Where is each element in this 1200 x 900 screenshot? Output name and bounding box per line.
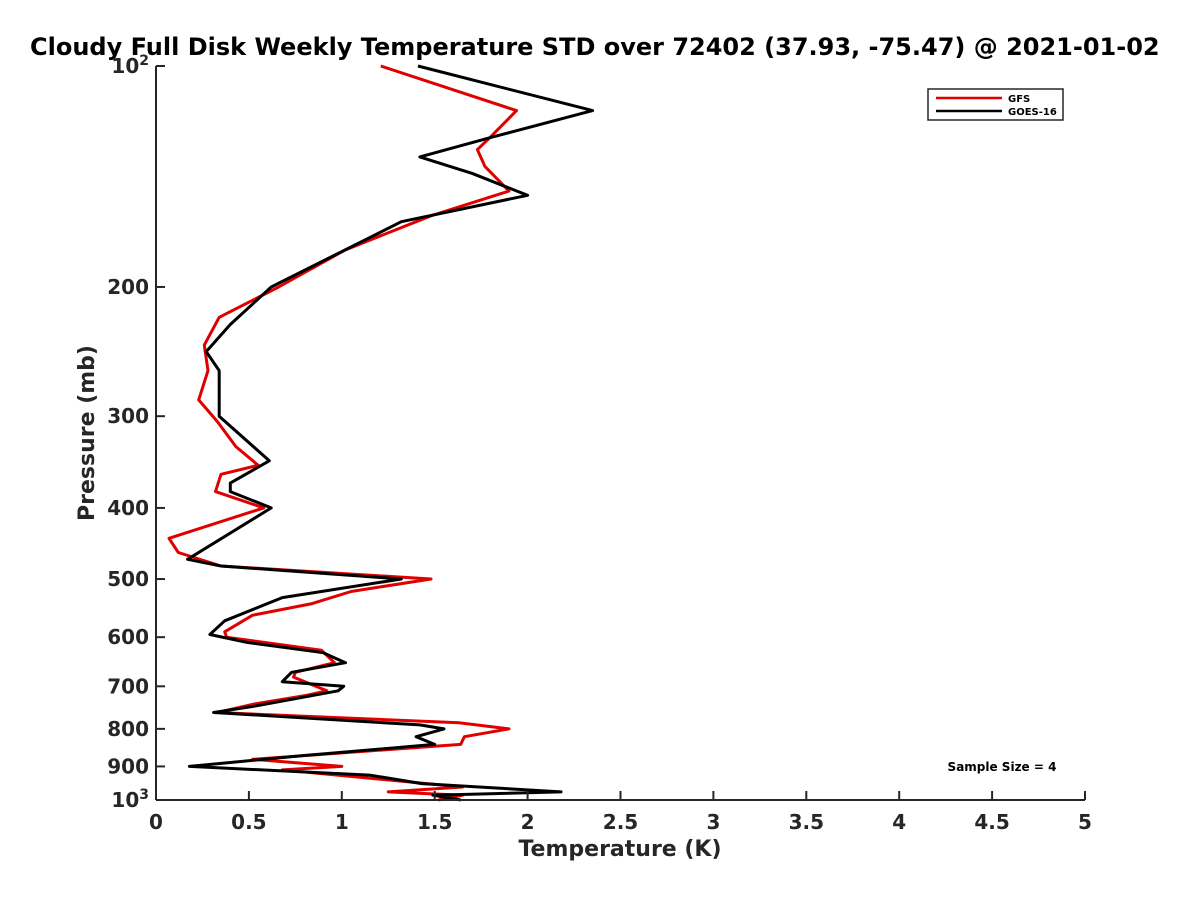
x-tick-label: 0: [149, 810, 163, 834]
series-line-goes-16: [186, 64, 595, 802]
x-tick-label: 2: [521, 810, 535, 834]
legend-label-gfs: GFS: [1008, 94, 1030, 105]
x-tick-label: 3: [706, 810, 720, 834]
x-tick-label: 5: [1078, 810, 1092, 834]
y-tick-label: 900: [107, 754, 149, 778]
legend: GFS GOES-16: [927, 88, 1064, 121]
x-tick-label: 1: [335, 810, 349, 834]
x-tick-label: 3.5: [789, 810, 824, 834]
y-tick-label: 600: [107, 625, 149, 649]
x-tick-label: 1.5: [417, 810, 452, 834]
y-tick-label: 500: [107, 567, 149, 591]
x-tick-label: 0.5: [231, 810, 266, 834]
y-tick-label: 800: [107, 717, 149, 741]
y-axis-label: Pressure (mb): [75, 345, 100, 521]
y-tick-label: 400: [107, 496, 149, 520]
x-tick-label: 4: [892, 810, 906, 834]
legend-label-goes-16: GOES-16: [1008, 107, 1057, 118]
x-tick-label: 2.5: [603, 810, 638, 834]
axes-layer: 0 0.5 1 1.5 2 2.5 3 3.5 4 4.5 51022003004005006007…: [107, 53, 1092, 834]
y-tick-label: 200: [107, 275, 149, 299]
sample-size-annotation: Sample Size = 4: [948, 760, 1057, 774]
x-axis-label: Temperature (K): [518, 837, 721, 862]
chart-title: Cloudy Full Disk Weekly Temperature STD …: [30, 33, 1160, 61]
y-tick-label: 700: [107, 674, 149, 698]
legend-box: [927, 88, 1064, 121]
y-tick-label: 300: [107, 404, 149, 428]
series-layer: [167, 64, 595, 802]
x-tick-label: 4.5: [974, 810, 1009, 834]
series-line-gfs: [167, 64, 518, 802]
